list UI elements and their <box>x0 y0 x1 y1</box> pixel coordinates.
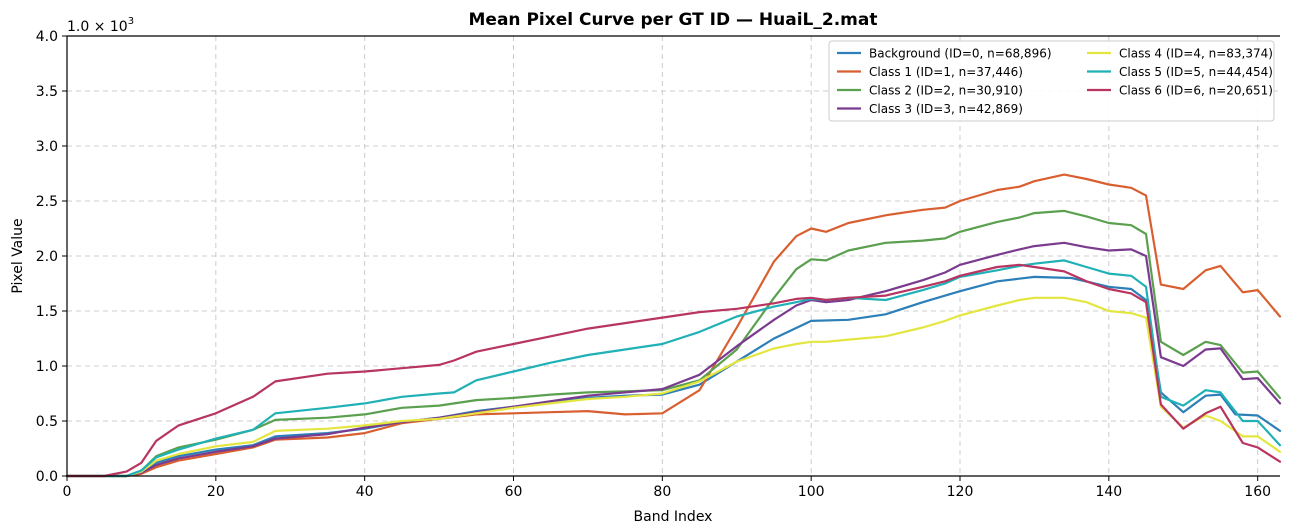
y-tick-label: 2.5 <box>36 194 58 210</box>
x-tick-label: 60 <box>505 484 523 500</box>
y-tick-label: 1.0 <box>36 359 58 375</box>
series-line-3 <box>65 241 1282 478</box>
x-tick-label: 120 <box>947 484 974 500</box>
y-scale-label: 1.0 × 103 <box>67 16 134 35</box>
plot-lines <box>65 173 1282 478</box>
series-line-1 <box>65 173 1282 478</box>
legend-label: Class 4 (ID=4, n=83,374) <box>1119 47 1273 61</box>
y-tick-label: 3.5 <box>36 84 58 100</box>
x-tick-label: 100 <box>798 484 825 500</box>
legend-label: Class 3 (ID=3, n=42,869) <box>869 102 1023 116</box>
x-tick-label: 140 <box>1095 484 1122 500</box>
y-tick-label: 4.0 <box>36 29 58 45</box>
legend: Background (ID=0, n=68,896) Class 1 (ID=1… <box>828 40 1275 122</box>
axes: 0 20 40 60 80 100 120 140 160 0.0 0.5 1.0 1.5 2.0 2.5 3… <box>36 29 1280 500</box>
y-tick-label: 1.5 <box>36 304 58 320</box>
legend-label: Class 1 (ID=1, n=37,446) <box>869 65 1023 79</box>
y-tick-label: 3.0 <box>36 139 58 155</box>
y-tick-label: 2.0 <box>36 249 58 265</box>
x-tick-label: 40 <box>356 484 374 500</box>
legend-label: Background (ID=0, n=68,896) <box>869 47 1052 61</box>
series-line-6 <box>65 263 1282 478</box>
series-line-4 <box>65 296 1282 478</box>
legend-label: Class 2 (ID=2, n=30,910) <box>869 84 1023 98</box>
x-tick-label: 80 <box>653 484 671 500</box>
x-tick-label: 160 <box>1244 484 1271 500</box>
chart-title: Mean Pixel Curve per GT ID — HuaiL_2.mat <box>469 10 878 30</box>
x-tick-label: 20 <box>207 484 225 500</box>
legend-label: Class 6 (ID=6, n=20,651) <box>1119 84 1273 98</box>
x-axis-label: Band Index <box>634 509 713 525</box>
series-line-2 <box>65 209 1282 478</box>
y-axis-label: Pixel Value <box>10 218 26 293</box>
y-tick-label: 0.5 <box>36 414 58 430</box>
y-tick-label: 0.0 <box>36 469 58 485</box>
legend-box <box>828 40 1275 122</box>
series-line-5 <box>65 259 1282 478</box>
x-tick-label: 0 <box>63 484 72 500</box>
legend-label: Class 5 (ID=5, n=44,454) <box>1119 65 1273 79</box>
